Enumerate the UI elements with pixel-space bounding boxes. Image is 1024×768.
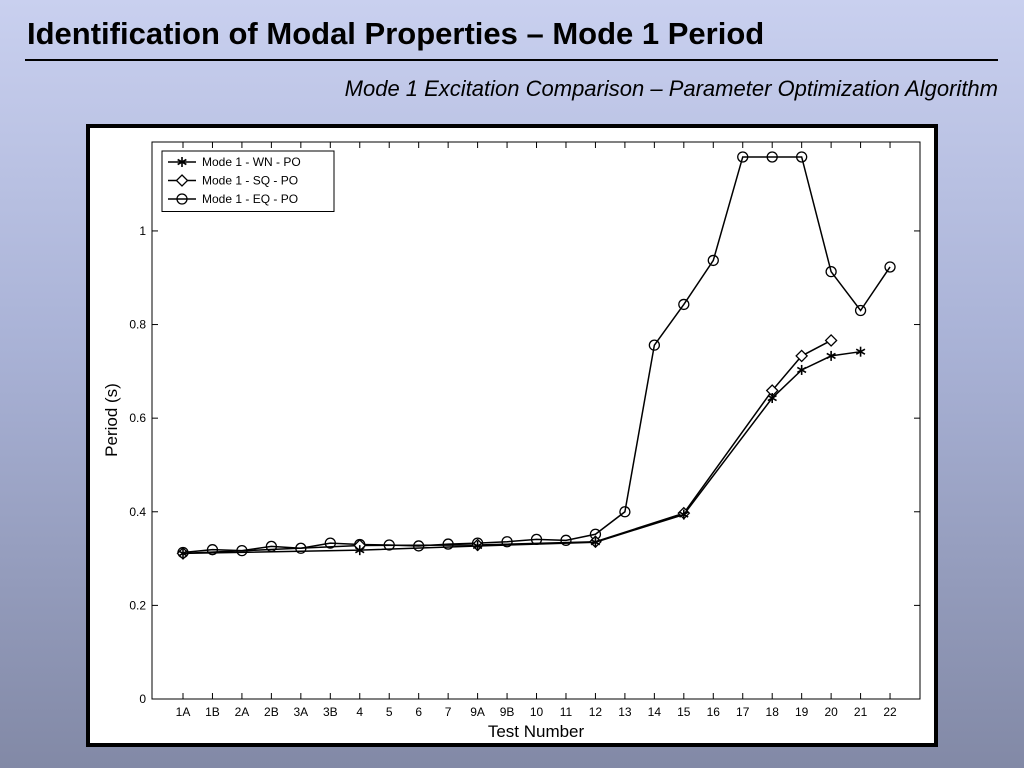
x-tick-label: 11 [560, 705, 573, 719]
legend: Mode 1 - WN - PO Mode 1 - SQ - PO Mode 1 -… [161, 150, 335, 212]
star-stroke [796, 366, 807, 374]
star-stroke [767, 394, 777, 402]
circle-marker [854, 304, 867, 317]
series-line [182, 339, 832, 555]
x-tick-label: 17 [736, 705, 750, 719]
x-tick-label: 21 [854, 705, 868, 719]
x-tick-label: 22 [883, 705, 897, 719]
star-marker [178, 548, 188, 559]
star-stroke [355, 546, 365, 554]
legend-label: Mode 1 - WN - PO [202, 155, 301, 169]
y-tick-label: 0.6 [129, 411, 146, 425]
star-marker [767, 393, 777, 404]
circle-marker [206, 544, 219, 556]
circle-marker [324, 537, 336, 549]
star-marker [826, 350, 836, 361]
y-tick-label: 0 [139, 692, 146, 706]
series-layer [176, 151, 896, 560]
star-marker [855, 346, 866, 357]
circle-marker [825, 266, 837, 278]
diamond-marker [824, 334, 838, 347]
star-stroke [472, 542, 483, 550]
circle-marker [501, 536, 513, 548]
x-axis-label: Test Number [488, 722, 585, 741]
x-tick-label: 9A [470, 705, 485, 719]
x-tick-label: 12 [589, 705, 603, 719]
legend-label: Mode 1 - SQ - PO [202, 174, 298, 188]
circle-marker [560, 534, 572, 546]
x-tick-label: 2B [264, 705, 279, 719]
star-marker [590, 537, 601, 548]
y-axis-label: Period (s) [102, 383, 121, 457]
star-stroke [855, 348, 866, 355]
circle-marker [619, 506, 631, 518]
circle-marker [176, 193, 188, 205]
series-star [178, 346, 866, 559]
star-stroke [177, 158, 187, 166]
x-axis: 1A 1B 2A 2B 3A 3B 4 5 6 7 9A 9B 10 11 12 13 14 15 16 17 18 19… [176, 142, 897, 719]
chart-figure: 0 0.2 0.4 0.6 0.8 1 1A 1B 2A 2B 3A 3B 4 5 6 7 9A 9B 10 11 1… [86, 124, 938, 747]
star-stroke [826, 352, 836, 360]
slide-subtitle: Mode 1 Excitation Comparison – Parameter… [344, 76, 998, 101]
x-tick-label: 5 [386, 705, 393, 719]
y-axis: 0 0.2 0.4 0.6 0.8 1 [129, 224, 920, 706]
legend-entry: Mode 1 - WN - PO [168, 155, 301, 169]
y-tick-label: 0.4 [129, 505, 146, 519]
circle-marker [766, 151, 778, 163]
x-tick-label: 14 [648, 705, 662, 719]
star-marker [679, 509, 689, 520]
circle-marker [737, 151, 749, 163]
star-marker [796, 364, 807, 375]
x-tick-label: 10 [530, 705, 544, 719]
x-tick-label: 19 [795, 705, 809, 719]
x-tick-label: 1B [205, 705, 220, 719]
x-tick-label: 3A [293, 705, 308, 719]
star-stroke [178, 550, 188, 557]
legend-label: Mode 1 - EQ - PO [202, 192, 298, 206]
circle-marker [796, 151, 808, 163]
period-line-chart: 00.20.40.60.81 1A 1B 2A 2B 3A 3B 4 5 6 7 9A 9B 10 11 1… [102, 141, 921, 741]
y-tick-label: 1 [139, 224, 146, 238]
star-stroke [590, 539, 601, 546]
star-marker [177, 157, 187, 167]
x-tick-label: 9B [500, 705, 515, 719]
circle-marker [442, 538, 454, 550]
slide-title: Identification of Modal Properties – Mod… [27, 16, 765, 51]
y-tick-label: 0.8 [129, 318, 146, 332]
x-tick-label: 3B [323, 705, 338, 719]
legend-entry: Mode 1 - SQ - PO [168, 174, 298, 188]
circle-marker [707, 254, 719, 267]
diamond-marker [175, 174, 189, 187]
y-tick-label: 0.2 [129, 598, 146, 612]
circle-marker [884, 261, 896, 273]
legend-entry: Mode 1 - EQ - PO [168, 192, 298, 206]
x-tick-label: 13 [618, 705, 632, 719]
x-tick-label: 1A [176, 705, 191, 719]
x-tick-label: 18 [766, 705, 780, 719]
x-tick-label: 20 [824, 705, 838, 719]
x-tick-label: 16 [707, 705, 721, 719]
diamond-marker [795, 349, 809, 363]
star-stroke [679, 511, 689, 518]
star-marker [472, 540, 483, 551]
x-tick-label: 15 [677, 705, 691, 719]
x-tick-label: 7 [445, 705, 452, 719]
x-tick-label: 4 [356, 705, 363, 719]
x-tick-label: 6 [415, 705, 422, 719]
x-tick-label: 2A [235, 705, 250, 719]
circle-marker [678, 298, 690, 311]
title-underline [25, 59, 998, 61]
plot-area [151, 141, 921, 700]
circle-marker [648, 339, 661, 351]
star-marker [355, 545, 365, 556]
